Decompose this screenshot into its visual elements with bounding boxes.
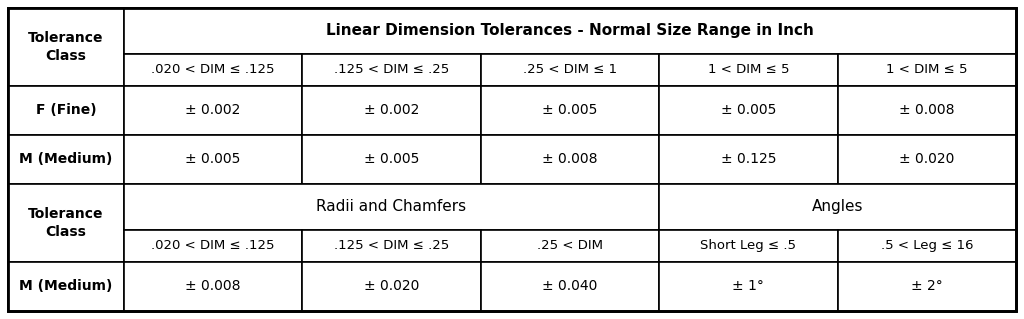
Text: ± 0.005: ± 0.005 bbox=[721, 103, 776, 117]
Text: ± 2°: ± 2° bbox=[911, 279, 943, 293]
Text: .5 < Leg ≤ 16: .5 < Leg ≤ 16 bbox=[881, 239, 973, 252]
Bar bbox=[124, 86, 302, 135]
Text: Radii and Chamfers: Radii and Chamfers bbox=[316, 199, 467, 214]
Bar bbox=[659, 230, 838, 262]
Bar bbox=[838, 86, 1016, 135]
Bar bbox=[302, 54, 480, 86]
Text: ± 0.008: ± 0.008 bbox=[543, 152, 598, 167]
Bar bbox=[124, 54, 302, 86]
Bar bbox=[8, 8, 124, 86]
Text: Tolerance
Class: Tolerance Class bbox=[29, 31, 103, 63]
Text: .25 < DIM: .25 < DIM bbox=[537, 239, 603, 252]
Bar bbox=[480, 230, 659, 262]
Bar bbox=[480, 262, 659, 311]
Text: .125 < DIM ≤ .25: .125 < DIM ≤ .25 bbox=[334, 63, 450, 76]
Text: ± 0.020: ± 0.020 bbox=[899, 152, 954, 167]
Bar bbox=[124, 135, 302, 184]
Text: ± 0.040: ± 0.040 bbox=[543, 279, 598, 293]
Text: ± 0.005: ± 0.005 bbox=[364, 152, 419, 167]
Bar bbox=[302, 262, 480, 311]
Text: Linear Dimension Tolerances - Normal Size Range in Inch: Linear Dimension Tolerances - Normal Siz… bbox=[326, 23, 814, 38]
Text: ± 0.008: ± 0.008 bbox=[185, 279, 241, 293]
Text: .25 < DIM ≤ 1: .25 < DIM ≤ 1 bbox=[523, 63, 617, 76]
Bar bbox=[8, 86, 124, 135]
Bar bbox=[8, 262, 124, 311]
Text: .020 < DIM ≤ .125: .020 < DIM ≤ .125 bbox=[152, 239, 274, 252]
Text: M (Medium): M (Medium) bbox=[19, 152, 113, 167]
Bar bbox=[124, 262, 302, 311]
Bar bbox=[480, 135, 659, 184]
Bar bbox=[124, 8, 1016, 54]
Bar bbox=[302, 135, 480, 184]
Text: Angles: Angles bbox=[812, 199, 863, 214]
Bar bbox=[659, 135, 838, 184]
Text: F (Fine): F (Fine) bbox=[36, 103, 96, 117]
Text: Tolerance
Class: Tolerance Class bbox=[29, 207, 103, 239]
Text: M (Medium): M (Medium) bbox=[19, 279, 113, 293]
Bar bbox=[659, 262, 838, 311]
Bar bbox=[838, 135, 1016, 184]
Bar bbox=[8, 135, 124, 184]
Text: .125 < DIM ≤ .25: .125 < DIM ≤ .25 bbox=[334, 239, 450, 252]
Text: ± 0.002: ± 0.002 bbox=[185, 103, 241, 117]
Text: ± 0.125: ± 0.125 bbox=[721, 152, 776, 167]
Text: ± 0.020: ± 0.020 bbox=[364, 279, 419, 293]
Bar bbox=[124, 184, 659, 230]
Bar bbox=[124, 230, 302, 262]
Text: ± 0.008: ± 0.008 bbox=[899, 103, 954, 117]
Text: ± 0.005: ± 0.005 bbox=[543, 103, 598, 117]
Bar bbox=[659, 54, 838, 86]
Bar bbox=[838, 230, 1016, 262]
Text: ± 0.002: ± 0.002 bbox=[364, 103, 419, 117]
Bar bbox=[8, 184, 124, 262]
Bar bbox=[480, 54, 659, 86]
Bar bbox=[838, 262, 1016, 311]
Text: .020 < DIM ≤ .125: .020 < DIM ≤ .125 bbox=[152, 63, 274, 76]
Text: ± 1°: ± 1° bbox=[732, 279, 764, 293]
Bar bbox=[480, 86, 659, 135]
Text: Short Leg ≤ .5: Short Leg ≤ .5 bbox=[700, 239, 797, 252]
Text: 1 < DIM ≤ 5: 1 < DIM ≤ 5 bbox=[708, 63, 790, 76]
Bar bbox=[302, 230, 480, 262]
Bar bbox=[659, 86, 838, 135]
Text: ± 0.005: ± 0.005 bbox=[185, 152, 241, 167]
Text: 1 < DIM ≤ 5: 1 < DIM ≤ 5 bbox=[886, 63, 968, 76]
Bar bbox=[302, 86, 480, 135]
Bar bbox=[659, 184, 1016, 230]
Bar bbox=[838, 54, 1016, 86]
